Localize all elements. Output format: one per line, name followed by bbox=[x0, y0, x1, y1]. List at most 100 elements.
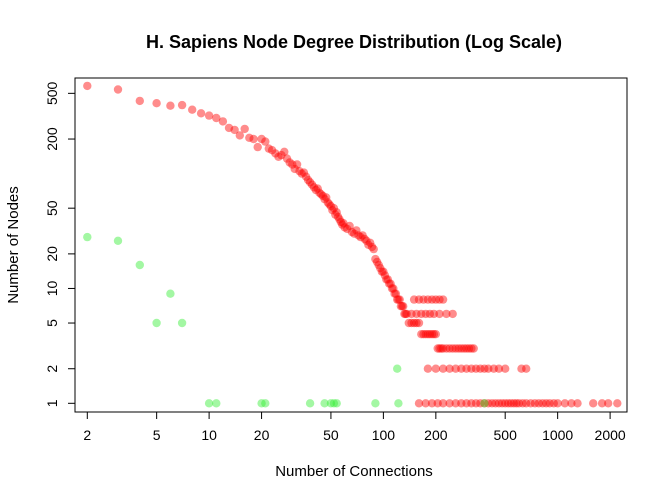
data-point-s0-60 bbox=[345, 221, 354, 231]
data-point-s1-18 bbox=[480, 399, 489, 408]
data-point-s1-5 bbox=[177, 318, 187, 328]
data-point-s0-5 bbox=[177, 100, 187, 110]
data-point-s0-4 bbox=[166, 101, 175, 110]
data-point-s0-146 bbox=[438, 399, 448, 408]
data-point-s0-184 bbox=[414, 295, 424, 304]
data-point-s0-119 bbox=[457, 344, 466, 353]
data-point-s0-75 bbox=[374, 260, 383, 270]
data-point-s0-12 bbox=[230, 125, 239, 135]
data-point-s0-21 bbox=[267, 146, 277, 155]
data-point-s0-193 bbox=[417, 309, 426, 319]
data-point-s0-48 bbox=[326, 202, 336, 211]
data-point-s0-183 bbox=[409, 295, 419, 304]
data-point-s0-196 bbox=[429, 309, 439, 319]
data-point-s0-37 bbox=[307, 180, 317, 189]
data-point-s0-59 bbox=[343, 224, 352, 234]
data-point-s0-92 bbox=[397, 302, 407, 311]
data-point-s0-195 bbox=[425, 309, 435, 319]
y-tick-label: 5 bbox=[44, 319, 60, 327]
data-point-s0-107 bbox=[427, 330, 437, 339]
data-point-s1-7 bbox=[212, 399, 221, 408]
data-point-s0-71 bbox=[367, 242, 377, 252]
data-point-s0-187 bbox=[427, 295, 437, 304]
data-point-s0-20 bbox=[264, 144, 273, 153]
data-point-s0-53 bbox=[333, 212, 343, 222]
data-point-s0-166 bbox=[518, 399, 527, 408]
data-point-s0-100 bbox=[412, 318, 421, 328]
data-point-s0-138 bbox=[494, 364, 504, 373]
data-point-s0-105 bbox=[423, 330, 433, 339]
data-point-s1-0 bbox=[83, 232, 92, 242]
data-point-s0-85 bbox=[389, 284, 398, 293]
data-point-s0-3 bbox=[152, 99, 161, 108]
x-tick-label: 2000 bbox=[595, 427, 626, 443]
data-point-s0-161 bbox=[504, 399, 513, 408]
data-point-s1-9 bbox=[261, 399, 270, 408]
data-point-s0-72 bbox=[369, 244, 378, 254]
data-point-s0-142 bbox=[414, 399, 424, 408]
data-point-s0-113 bbox=[438, 344, 448, 353]
data-point-s0-23 bbox=[274, 152, 283, 161]
data-point-s0-115 bbox=[445, 344, 454, 353]
data-point-s0-24 bbox=[277, 150, 286, 160]
data-point-s0-83 bbox=[386, 279, 395, 288]
data-point-s0-185 bbox=[419, 295, 428, 304]
data-point-s0-70 bbox=[366, 238, 375, 247]
y-tick-label: 1 bbox=[44, 399, 60, 407]
data-point-s0-43 bbox=[318, 191, 328, 201]
data-point-s0-91 bbox=[396, 302, 406, 311]
data-point-s0-84 bbox=[387, 284, 397, 293]
data-point-s0-186 bbox=[423, 295, 433, 304]
data-point-s0-179 bbox=[589, 399, 598, 408]
data-point-s0-111 bbox=[435, 344, 444, 353]
data-point-s1-1 bbox=[113, 236, 123, 245]
data-point-s0-81 bbox=[383, 275, 392, 284]
data-point-s1-11 bbox=[320, 399, 329, 408]
data-point-s0-8 bbox=[204, 111, 214, 120]
data-point-s0-80 bbox=[382, 275, 391, 284]
data-point-s0-31 bbox=[295, 167, 304, 176]
data-point-s0-11 bbox=[224, 123, 234, 133]
data-point-s0-117 bbox=[451, 344, 460, 353]
y-tick-label: 20 bbox=[44, 246, 60, 262]
data-point-s0-116 bbox=[448, 344, 457, 353]
data-point-s0-99 bbox=[409, 318, 419, 328]
data-point-s0-160 bbox=[501, 399, 510, 408]
data-point-s0-73 bbox=[371, 254, 380, 264]
data-point-s0-51 bbox=[331, 210, 340, 219]
data-point-s0-194 bbox=[421, 309, 430, 319]
data-point-s0-180 bbox=[597, 399, 607, 408]
data-point-s0-139 bbox=[501, 364, 510, 373]
data-point-s0-158 bbox=[494, 399, 504, 408]
data-point-s1-13 bbox=[329, 399, 339, 408]
data-point-s0-134 bbox=[476, 364, 485, 373]
data-point-s0-148 bbox=[451, 399, 460, 408]
y-tick-label: 200 bbox=[44, 127, 60, 151]
data-point-s0-190 bbox=[438, 295, 448, 304]
y-axis: 1 2 5 10 20 50 200 500 bbox=[44, 81, 76, 407]
data-point-s0-65 bbox=[356, 232, 365, 242]
data-point-s0-79 bbox=[380, 271, 390, 280]
x-tick-label: 20 bbox=[254, 427, 270, 443]
data-point-s0-9 bbox=[212, 113, 221, 123]
data-point-s0-89 bbox=[394, 295, 403, 304]
data-point-s0-38 bbox=[309, 183, 319, 192]
data-point-s0-82 bbox=[385, 279, 394, 288]
data-point-s1-12 bbox=[326, 399, 336, 408]
y-axis-label: Number of Nodes bbox=[5, 186, 22, 304]
data-point-s0-104 bbox=[421, 330, 430, 339]
data-point-s0-178 bbox=[573, 399, 582, 408]
data-point-s0-150 bbox=[462, 399, 471, 408]
data-point-s0-1 bbox=[113, 85, 123, 94]
data-point-s0-192 bbox=[412, 309, 421, 319]
points-layer bbox=[83, 81, 622, 408]
data-point-s0-18 bbox=[257, 134, 266, 144]
data-point-s1-4 bbox=[166, 289, 175, 298]
data-point-s0-154 bbox=[480, 399, 489, 408]
data-point-s0-136 bbox=[484, 364, 493, 373]
data-point-s0-173 bbox=[545, 399, 554, 408]
data-point-s0-50 bbox=[329, 204, 339, 213]
data-point-s0-57 bbox=[339, 219, 348, 228]
data-point-s0-106 bbox=[425, 330, 435, 339]
data-point-s0-35 bbox=[303, 175, 313, 185]
